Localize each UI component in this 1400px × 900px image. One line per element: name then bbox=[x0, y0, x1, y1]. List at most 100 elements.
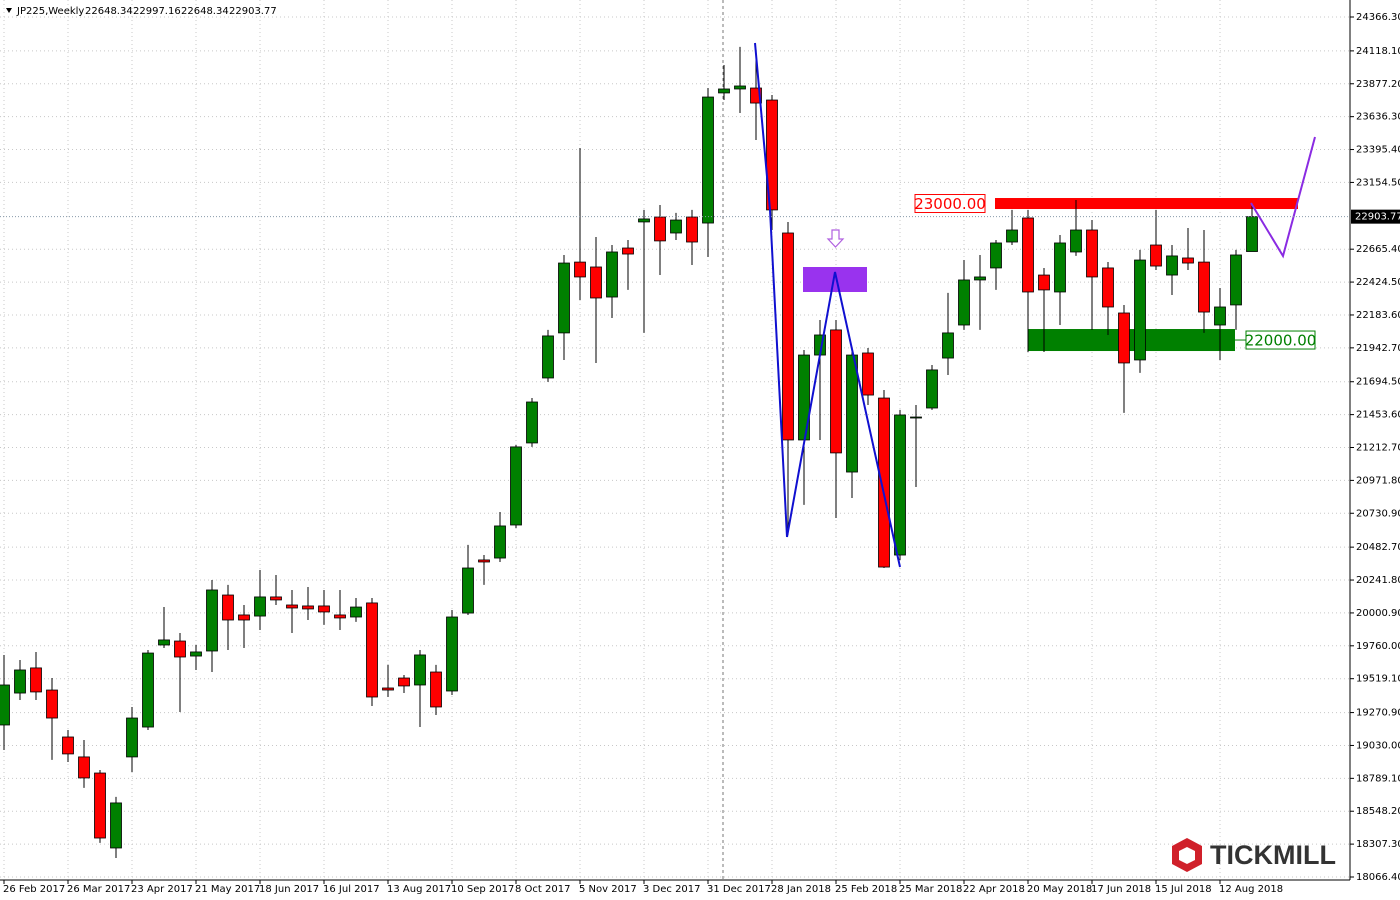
x-tick-label: 15 Jul 2018 bbox=[1155, 884, 1212, 895]
header-open: 22648.34 bbox=[85, 6, 133, 17]
x-tick-label: 22 Apr 2018 bbox=[963, 884, 1025, 895]
y-tick-label: 19030.00 bbox=[1356, 740, 1400, 751]
candle-body bbox=[574, 261, 586, 278]
candle-body bbox=[1166, 255, 1178, 276]
candle-body bbox=[1102, 267, 1114, 308]
y-tick-label: 21694.50 bbox=[1356, 377, 1400, 388]
y-tick-label: 18066.40 bbox=[1356, 872, 1400, 883]
logo-text: TICKMILL bbox=[1210, 840, 1336, 870]
x-tick-label: 21 May 2017 bbox=[195, 884, 260, 895]
candle-body bbox=[558, 262, 570, 334]
zigzag-line bbox=[754, 42, 901, 568]
candle-body bbox=[830, 329, 842, 454]
candle-body bbox=[846, 354, 858, 473]
x-tick-label: 25 Feb 2018 bbox=[835, 884, 897, 895]
candle-body bbox=[1246, 216, 1258, 252]
candle-body bbox=[622, 247, 634, 255]
last-price-label: 22903.77 bbox=[1355, 212, 1400, 223]
logo: TICKMILL bbox=[1172, 838, 1336, 872]
levels: 23000.00 22000.00 bbox=[914, 194, 1317, 352]
x-tick-label: 12 Aug 2018 bbox=[1219, 884, 1283, 895]
candle-body bbox=[974, 276, 986, 281]
y-tick-label: 19760.00 bbox=[1356, 641, 1400, 652]
candle-body bbox=[1230, 254, 1242, 306]
candle-body bbox=[174, 640, 186, 658]
x-tick-label: 23 Apr 2017 bbox=[131, 884, 193, 895]
candle-body bbox=[1054, 242, 1066, 293]
candle-body bbox=[862, 352, 874, 396]
candle-body bbox=[1214, 306, 1226, 326]
level-band bbox=[995, 198, 1298, 210]
last-price-box bbox=[1351, 209, 1400, 224]
y-tick-label: 21942.70 bbox=[1356, 343, 1400, 354]
y-tick-label: 18548.20 bbox=[1356, 806, 1400, 817]
x-tick-label: 8 Oct 2017 bbox=[515, 884, 570, 895]
candle-body bbox=[1198, 261, 1210, 313]
candle-body bbox=[238, 614, 250, 621]
y-tick-label: 18789.10 bbox=[1356, 773, 1400, 784]
candle-body bbox=[254, 596, 266, 617]
x-tick-label: 17 Jun 2018 bbox=[1091, 884, 1151, 895]
y-tick-label: 18307.30 bbox=[1356, 839, 1400, 850]
candle-body bbox=[206, 589, 218, 652]
x-tick-label: 28 Jan 2018 bbox=[771, 884, 831, 895]
candle-body bbox=[750, 87, 762, 104]
candle-body bbox=[366, 602, 378, 698]
candle-body bbox=[670, 219, 682, 234]
y-tick-label: 22183.60 bbox=[1356, 310, 1400, 321]
candle-body bbox=[446, 616, 458, 692]
candle-body bbox=[942, 332, 954, 359]
x-tick-label: 18 Jun 2017 bbox=[259, 884, 319, 895]
y-tick-label: 24366.30 bbox=[1356, 12, 1400, 23]
candle-body bbox=[190, 651, 202, 657]
level-label: 23000.00 bbox=[914, 195, 986, 213]
candle-body bbox=[62, 736, 74, 755]
candle-body bbox=[222, 594, 234, 621]
candle-body bbox=[334, 614, 346, 619]
x-tick-label: 3 Dec 2017 bbox=[643, 884, 701, 895]
menu-marker[interactable] bbox=[6, 8, 12, 13]
x-tick-label: 16 Jul 2017 bbox=[323, 884, 380, 895]
y-tick-label: 22665.40 bbox=[1356, 244, 1400, 255]
header-high: 22997.16 bbox=[133, 6, 181, 17]
arrow-icon bbox=[826, 229, 845, 248]
candle-body bbox=[318, 605, 330, 613]
level-label-box bbox=[1245, 330, 1316, 350]
level-label: 22000.00 bbox=[1245, 332, 1317, 350]
candle-body bbox=[958, 279, 970, 326]
x-tick-label: 26 Mar 2017 bbox=[67, 884, 130, 895]
candle-body bbox=[270, 596, 282, 601]
y-tick-label: 19519.10 bbox=[1356, 674, 1400, 685]
candle-body bbox=[702, 96, 714, 224]
header-close: 22903.77 bbox=[229, 6, 277, 17]
candle-body bbox=[1134, 259, 1146, 361]
candle-body bbox=[1038, 274, 1050, 291]
candle-body bbox=[926, 369, 938, 409]
y-tick-label: 24118.10 bbox=[1356, 46, 1400, 57]
candle-body bbox=[478, 559, 490, 563]
y-tick-label: 19270.90 bbox=[1356, 708, 1400, 719]
candle-body bbox=[1022, 217, 1034, 293]
y-tick-label: 20730.90 bbox=[1356, 508, 1400, 519]
candle-body bbox=[1070, 229, 1082, 253]
candle-body bbox=[1182, 257, 1194, 264]
x-tick-label: 20 May 2018 bbox=[1027, 884, 1092, 895]
candle-body bbox=[142, 652, 154, 728]
candle-body bbox=[158, 639, 170, 646]
y-tick-label: 22424.50 bbox=[1356, 277, 1400, 288]
candle-body bbox=[654, 216, 666, 242]
y-tick-label: 23877.20 bbox=[1356, 79, 1400, 90]
x-tick-label: 13 Aug 2017 bbox=[387, 884, 451, 895]
candle-body bbox=[1150, 244, 1162, 267]
candle-body bbox=[718, 88, 730, 94]
x-tick-label: 25 Mar 2018 bbox=[899, 884, 962, 895]
projection-line bbox=[1250, 136, 1316, 259]
candle-body bbox=[30, 667, 42, 693]
candle-body bbox=[606, 251, 618, 298]
y-tick-label: 20000.90 bbox=[1356, 608, 1400, 619]
candle-body bbox=[126, 717, 138, 758]
level-label-box bbox=[914, 194, 986, 214]
symbol-title: JP225,Weekly bbox=[16, 6, 84, 17]
